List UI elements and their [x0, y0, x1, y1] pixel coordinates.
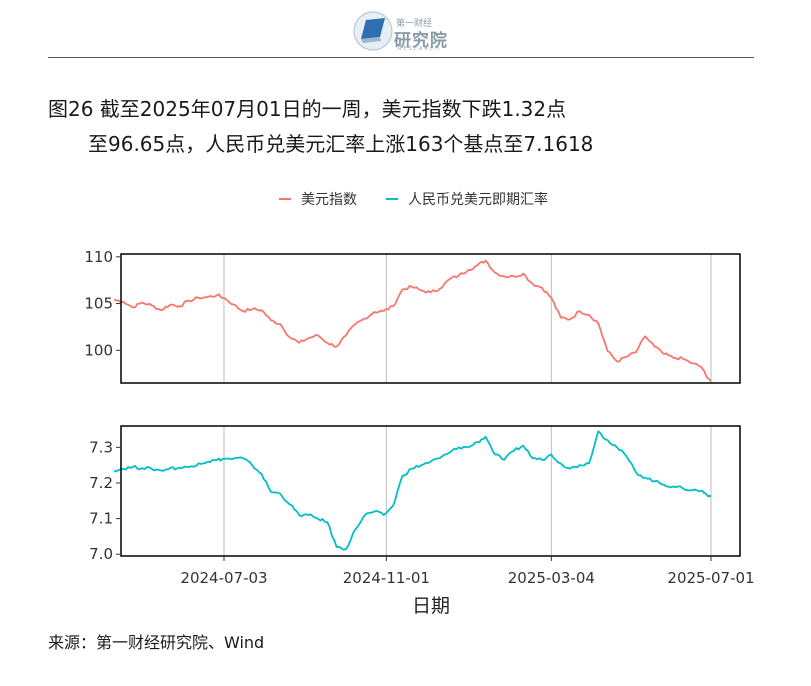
panel-2-y-tick-label-4: 7.3 — [89, 438, 113, 456]
chart-title-line-1: 图26 截至2025年07月01日的一周，美元指数下跌1.32点 — [48, 97, 567, 121]
book-logo-icon — [353, 11, 393, 51]
panel-2-y-tick-label-2: 7.1 — [89, 510, 113, 528]
brand-main-text: 研究院 — [394, 31, 448, 51]
x-axis-title: 日期 — [412, 595, 450, 617]
chart-title-line-2: 至96.65点，人民币兑美元汇率上涨163个基点至7.1618 — [88, 132, 594, 156]
panel-2-frame — [120, 425, 741, 557]
panel-2-y-tick-label-1: 7.0 — [89, 545, 113, 563]
legend-label-1: 美元指数 — [301, 192, 357, 208]
x-tick-label-3: 2025-03-04 — [508, 569, 595, 587]
brand-logo: 第一财经 研究院 RESEARCH — [352, 10, 462, 54]
brand-sub-text: RESEARCH — [398, 46, 441, 52]
panel-1-y-tick-label-2: 105 — [84, 295, 113, 313]
panel-2-series-line — [113, 430, 712, 551]
panel-1-series-line — [113, 259, 712, 382]
header-divider — [48, 57, 754, 58]
x-tick-label-4: 2025-07-01 — [667, 569, 754, 587]
panel-1-y-tick-label-1: 100 — [84, 341, 113, 359]
source-note: 来源：第一财经研究院、Wind — [48, 633, 265, 652]
x-tick-label-2: 2024-11-01 — [343, 569, 430, 587]
panel-1-frame — [120, 253, 741, 384]
brand-small-text: 第一财经 — [396, 19, 433, 29]
panel-2-y-tick-label-3: 7.2 — [89, 474, 113, 492]
x-tick-label-1: 2024-07-03 — [180, 569, 267, 587]
panel-1-y-tick-label-3: 110 — [84, 248, 113, 266]
legend-label-2: 人民币兑美元即期汇率 — [408, 191, 548, 208]
